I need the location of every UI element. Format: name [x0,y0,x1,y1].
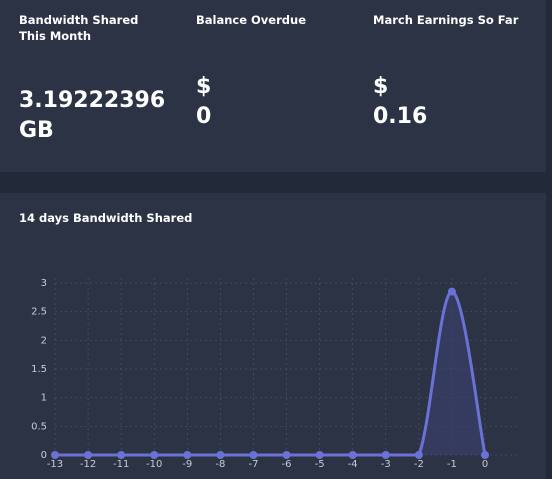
y-tick-label: 2.5 [31,307,47,318]
data-point [84,451,93,459]
x-tick-label: -8 [215,459,225,470]
data-point [51,451,59,459]
x-tick-label: -10 [146,459,162,470]
earnings-stat-label: March Earnings So Far [373,13,519,27]
x-tick-label: -2 [414,459,424,470]
earnings-stat-value: $ 0.16 [373,74,428,129]
x-tick-label: -3 [381,459,391,470]
series-area [55,291,485,455]
x-tick-label: -13 [47,459,63,470]
data-point [216,451,225,459]
y-tick-label: 0.5 [31,421,47,432]
x-tick-label: -5 [315,459,325,470]
balance-stat-value: $ 0 [196,74,212,129]
data-point [481,451,489,459]
data-point [348,451,357,459]
data-point [150,451,159,459]
data-point [315,451,324,459]
data-point [282,451,291,459]
y-tick-label: 0 [41,450,47,461]
x-tick-label: -9 [182,459,192,470]
bandwidth-stat-label: Bandwidth Shared This Month [19,13,139,43]
data-point [117,451,126,459]
x-tick-label: 0 [482,459,488,470]
data-point [414,451,423,459]
y-tick-label: 1 [41,393,47,404]
y-tick-label: 2 [41,335,47,346]
x-tick-label: -7 [248,459,258,470]
bandwidth-stat-value: 3.19222396 GB [19,88,166,143]
bandwidth-chart[interactable]: 00.511.522.53-13 -12 -11 -10 -9 -8 -7 -6 -5 -4 -3-… [0,193,546,479]
x-tick-label: -4 [348,459,358,470]
data-point [183,451,192,459]
data-point [249,451,258,459]
y-tick-label: 3 [41,278,47,289]
bandwidth-chart-card: 14 days Bandwidth Shared 0 0.5 1 1.5 2 2.5 3 -1… [0,193,546,479]
data-point [381,451,390,459]
x-tick-label: -1 [447,459,457,470]
y-tick-label: 1.5 [31,364,47,375]
chart-title: 14 days Bandwidth Shared [19,211,193,225]
x-tick-label: -12 [80,459,96,470]
stats-card: Bandwidth Shared This Month 3.19222396 G… [0,0,546,172]
x-tick-label: -11 [113,459,129,470]
data-point [447,287,456,296]
balance-stat-label: Balance Overdue [196,13,306,27]
series-line [55,290,487,457]
x-tick-label: -6 [282,459,292,470]
